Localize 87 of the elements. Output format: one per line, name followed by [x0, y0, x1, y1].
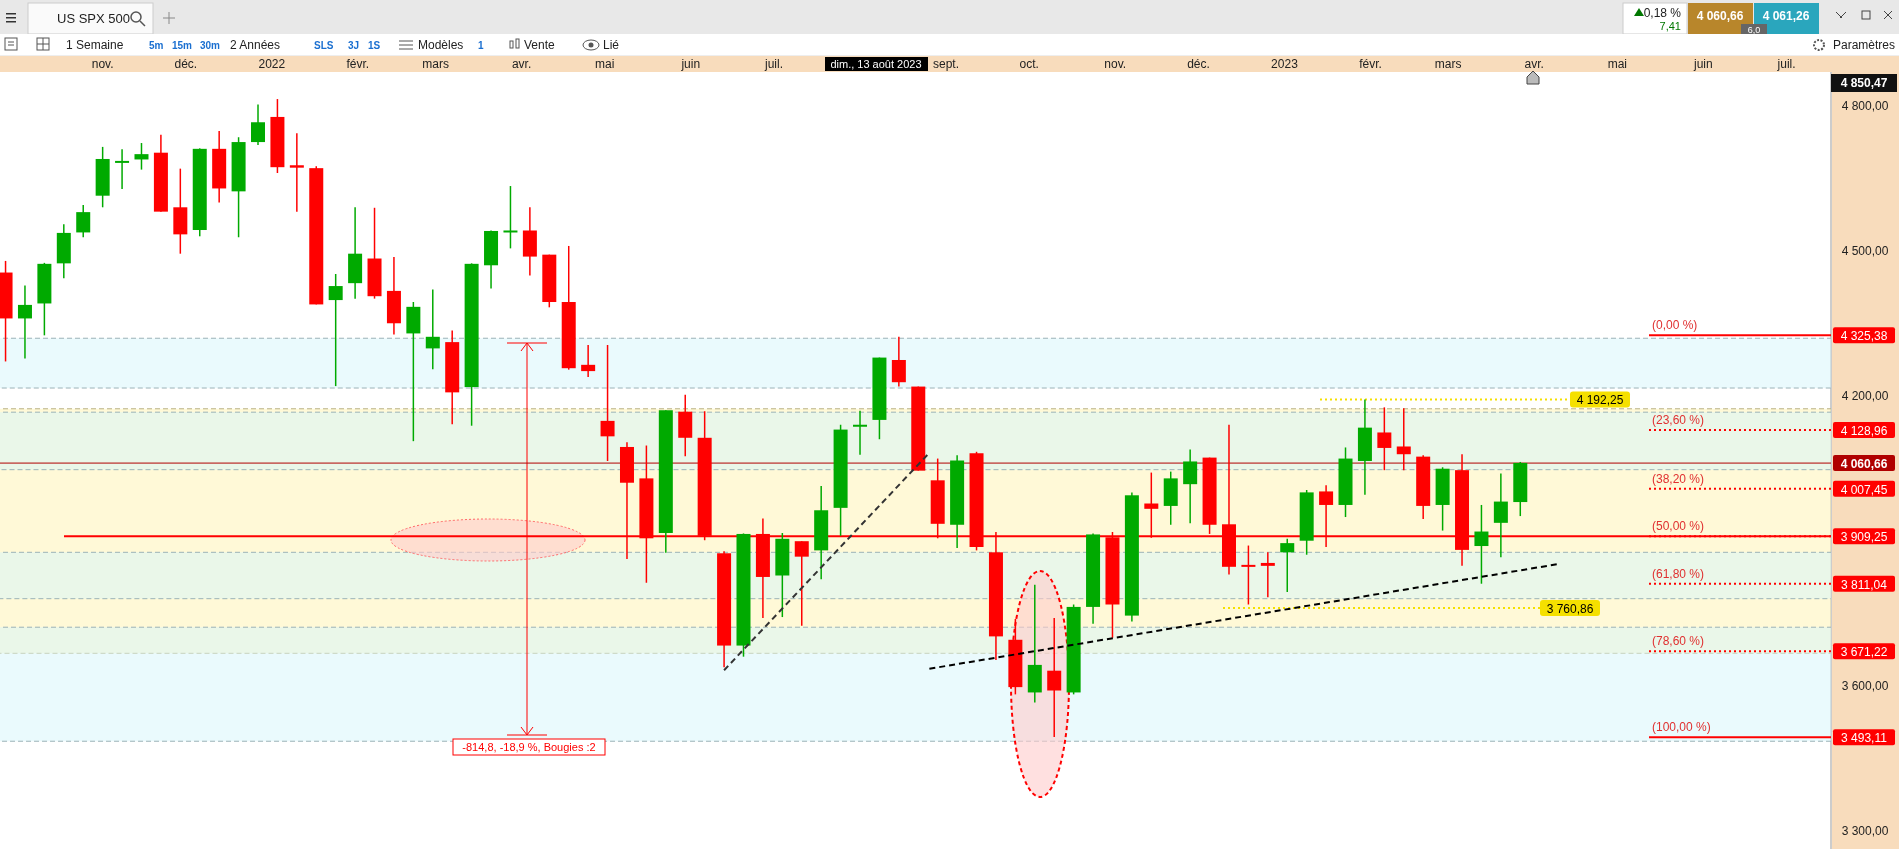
candlestick — [600, 344, 615, 462]
candlestick — [891, 336, 906, 388]
ref-line-label: 3 760,86 — [1546, 601, 1594, 616]
candlestick — [1047, 617, 1062, 738]
candlestick — [115, 148, 130, 190]
text: Modèles — [418, 38, 464, 52]
chart-title: US SPX 500 — [57, 11, 130, 26]
text: 15m — [172, 40, 193, 51]
x-tick-label: mai — [1607, 57, 1628, 71]
text: 1 — [478, 40, 484, 51]
x-tick-label: mai — [595, 57, 615, 71]
ref-line-label: 4 128,96 — [1840, 424, 1888, 439]
candlestick — [503, 185, 518, 250]
text: Lié — [603, 38, 620, 52]
candlestick — [1474, 504, 1489, 585]
text: 7,41 — [1659, 20, 1681, 32]
candlestick — [328, 273, 343, 387]
x-tick-label: oct. — [1019, 57, 1039, 71]
candlestick — [1183, 448, 1198, 525]
x-tick-label: nov. — [1104, 57, 1127, 71]
ref-line-label: 3 493,11 — [1841, 731, 1888, 746]
annotation: -814,8, -18,9 %, Bougies :2 — [462, 741, 596, 753]
x-tick-label: mars — [422, 57, 449, 71]
x-tick-label: juil. — [764, 57, 784, 71]
x-tick-label: nov. — [91, 57, 114, 71]
candlestick — [1396, 407, 1411, 471]
text: 4 850,47 — [1840, 76, 1888, 90]
text: 5m — [149, 40, 164, 51]
y-tick-label: 3 600,00 — [1841, 678, 1889, 693]
candlestick — [425, 288, 440, 370]
text: SLS — [314, 40, 334, 51]
y-tick-label: 3 300,00 — [1841, 823, 1889, 838]
ref-line-label: 4 007,45 — [1840, 482, 1888, 497]
annotation: (23,60 %) — [1652, 413, 1705, 428]
x-tick-label: 2023 — [1271, 57, 1299, 71]
annotation: (0,00 %) — [1652, 318, 1698, 333]
ref-line-label: 4 325,38 — [1840, 329, 1888, 344]
x-tick-label: 2022 — [258, 57, 286, 71]
ref-line-label: 4 192,25 — [1576, 393, 1624, 408]
ref-line-label: 3 909,25 — [1840, 530, 1888, 545]
text: dim., 13 août 2023 — [830, 58, 922, 70]
candlestick — [17, 284, 32, 360]
x-tick-label: juin — [680, 57, 701, 71]
annotation: (78,60 %) — [1652, 634, 1705, 649]
candlestick — [76, 204, 91, 239]
x-tick-label: juin — [1693, 57, 1713, 71]
text: 3J — [348, 40, 360, 51]
candlestick — [794, 540, 809, 627]
candlestick — [134, 142, 149, 171]
annotation: (38,20 %) — [1652, 471, 1705, 486]
ref-line-label: 3 671,22 — [1840, 645, 1888, 660]
x-tick-label: juil. — [1776, 57, 1796, 71]
y-tick-label: 4 200,00 — [1841, 388, 1889, 403]
candlestick — [1493, 472, 1508, 558]
y-tick-label: 4 800,00 — [1841, 98, 1889, 113]
x-tick-label: févr. — [346, 57, 370, 71]
candlestick — [1260, 551, 1275, 598]
text: 30m — [200, 40, 221, 51]
x-tick-label: mars — [1434, 57, 1462, 71]
candlestick — [581, 344, 596, 378]
text: 0,18 % — [1643, 6, 1682, 20]
text: 2 Années — [230, 38, 281, 52]
text: 4 060,66 — [1696, 9, 1744, 23]
x-tick-label: déc. — [174, 57, 198, 71]
x-tick-label: avr. — [511, 57, 532, 71]
candlestick — [1241, 544, 1256, 606]
x-tick-label: févr. — [1359, 57, 1382, 71]
x-tick-label: avr. — [1524, 57, 1544, 71]
y-tick-label: 4 500,00 — [1841, 243, 1889, 258]
text: Paramètres — [1833, 38, 1896, 52]
annotation: (50,00 %) — [1652, 519, 1705, 534]
x-tick-label: sept. — [933, 57, 960, 71]
text: Vente — [524, 38, 556, 52]
candlestick — [1280, 538, 1295, 593]
text: 4 061,26 — [1762, 9, 1810, 23]
text: 1S — [368, 40, 381, 51]
candlestick — [1377, 406, 1392, 471]
annotation: (61,80 %) — [1652, 566, 1705, 581]
ref-line-label: 3 811,04 — [1841, 577, 1888, 592]
candlestick — [853, 409, 868, 456]
ref-line-label: 4 060,66 — [1840, 457, 1888, 472]
text: 6,0 — [1747, 25, 1761, 35]
candlestick — [251, 103, 266, 146]
candlestick — [289, 132, 304, 213]
x-tick-label: déc. — [1187, 57, 1210, 71]
annotation: (100,00 %) — [1652, 720, 1711, 735]
text: 1 Semaine — [66, 38, 124, 52]
